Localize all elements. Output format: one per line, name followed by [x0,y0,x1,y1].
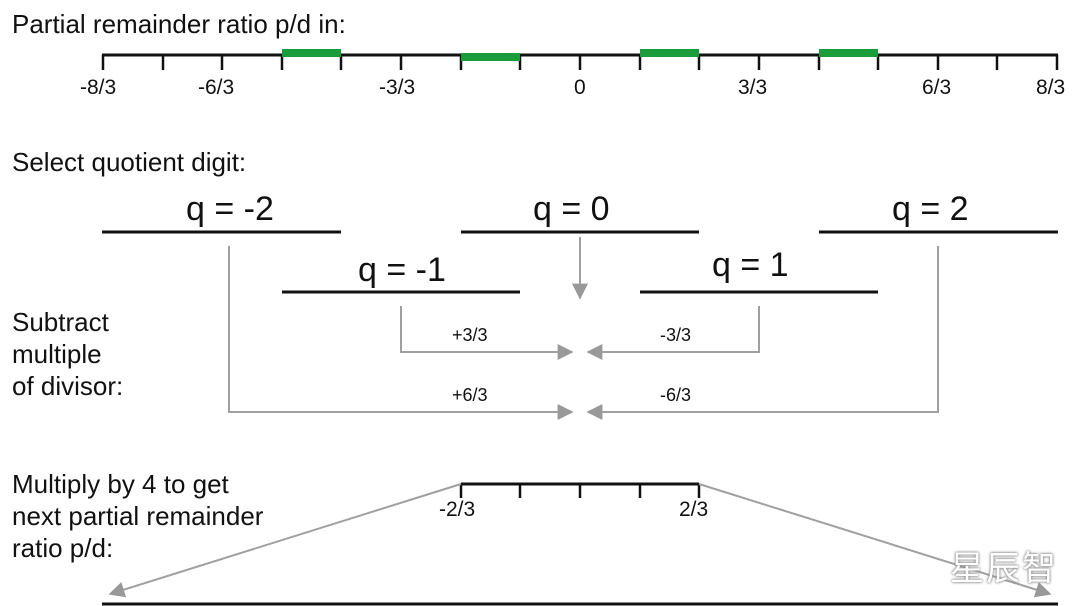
adjust-label-plus-6: +6/3 [452,385,488,405]
axis-1-highlights [282,49,878,61]
digit-label-2: q = 2 [892,190,969,228]
axis-2-tick-label: -2/3 [439,498,476,521]
axis-1-tick-label: 8/3 [1036,76,1066,99]
arrow-q-minus-1 [400,306,574,360]
axis-1-ticks [101,55,1059,70]
arrow-q2 [586,246,939,420]
expand-arrow-right [698,483,1052,598]
section-label-subtract: Subtract multiple of divisor: [12,307,124,401]
adjust-label-plus-3: +3/3 [452,325,488,345]
arrow-q-minus-2 [228,246,574,420]
axis-1-tick-label: 6/3 [922,76,952,99]
section-label-multiply: Multiply by 4 to get next partial remain… [12,469,264,563]
axis-1-tick-label: -6/3 [198,76,235,99]
expand-arrow-left [108,483,462,598]
digit-label-minus-2: q = -2 [186,190,274,228]
adjust-label-minus-6: -6/3 [660,385,692,405]
digit-label-minus-1: q = -1 [358,251,446,289]
axis-2-tick-label: 2/3 [679,498,709,521]
arrow-q1 [586,306,760,360]
digit-label-1: q = 1 [712,246,789,284]
axis-1-tick-label: -3/3 [379,76,416,99]
section-label-select-digit: Select quotient digit: [12,147,247,177]
watermark-logo: 星辰智 [950,549,1058,589]
axis-1-tick-label: 0 [574,76,586,99]
axis-1-tick-label: 3/3 [738,76,768,99]
axis-1-tick-label: -8/3 [80,76,117,99]
adjust-label-minus-3: -3/3 [660,325,692,345]
digit-label-0: q = 0 [533,190,610,228]
axis-2-ticks [459,484,701,498]
section-label-remainder: Partial remainder ratio p/d in: [12,9,346,39]
